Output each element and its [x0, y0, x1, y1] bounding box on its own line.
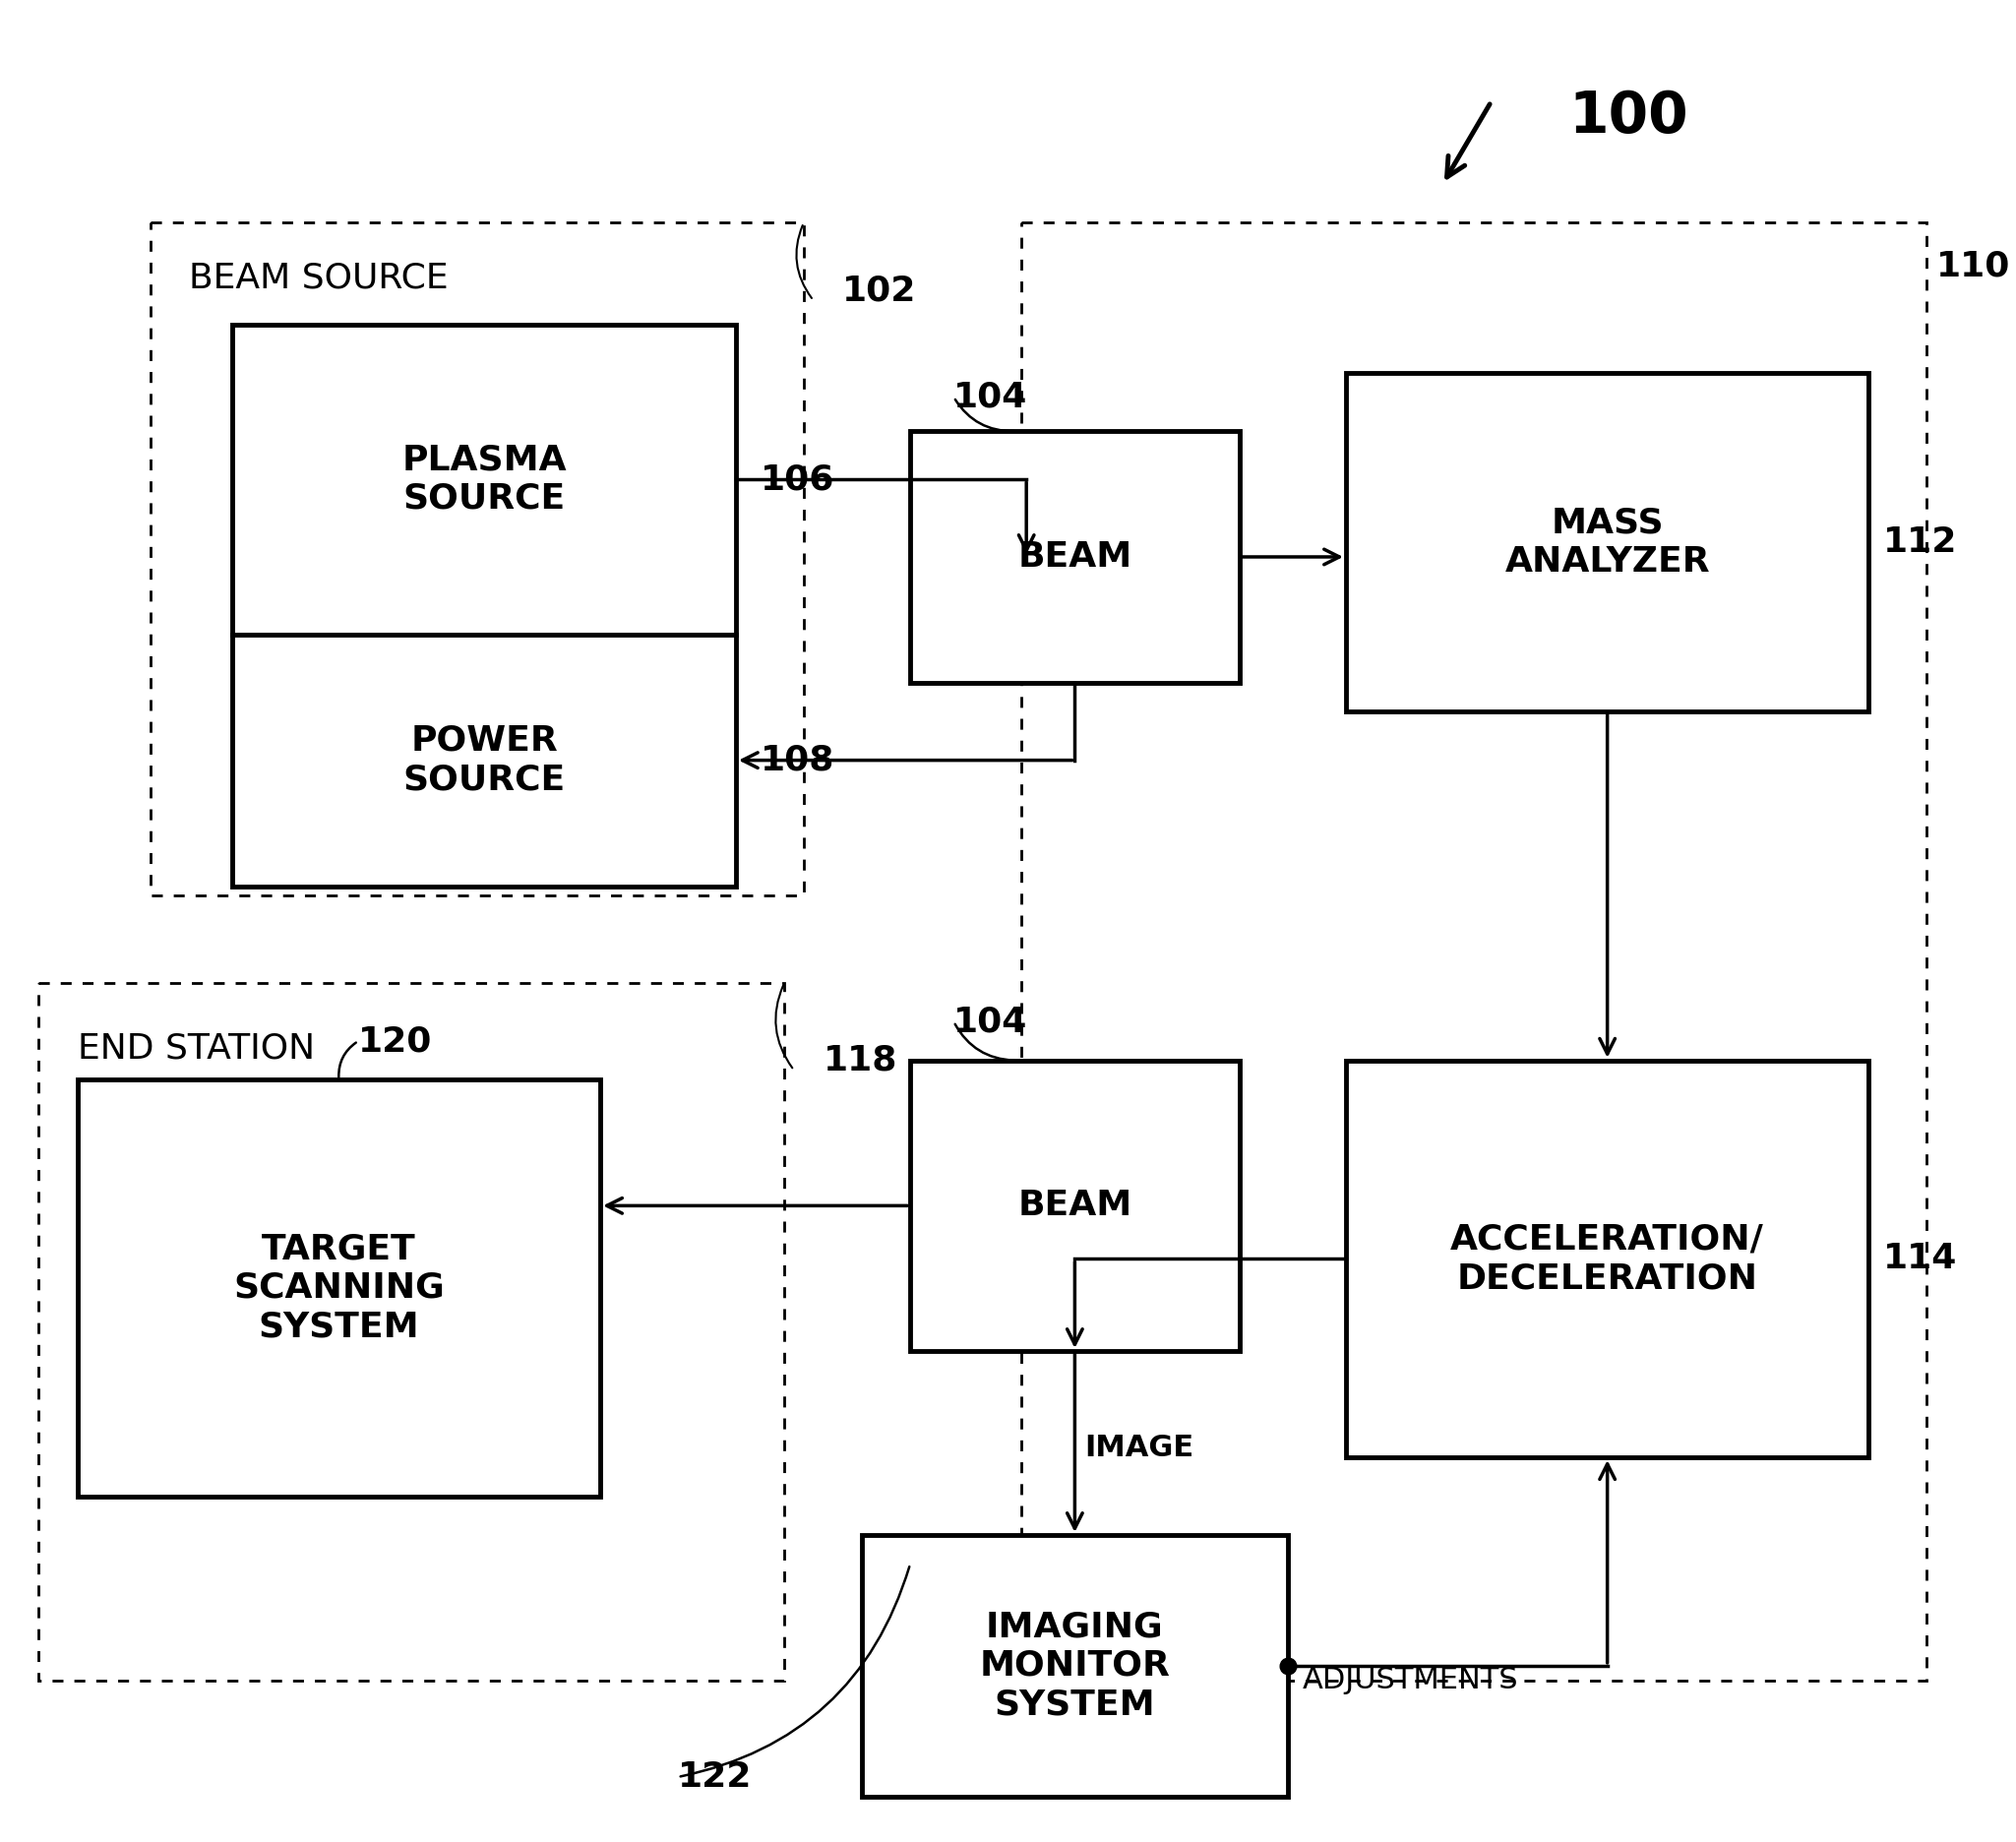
Text: 100: 100: [1568, 88, 1687, 144]
Text: IMAGE: IMAGE: [1085, 1433, 1193, 1463]
Text: MASS
ANALYZER: MASS ANALYZER: [1504, 507, 1710, 578]
Text: POWER
SOURCE: POWER SOURCE: [403, 724, 564, 796]
Text: TARGET
SCANNING
SYSTEM: TARGET SCANNING SYSTEM: [234, 1232, 446, 1343]
Text: 104: 104: [954, 1006, 1028, 1039]
Bar: [149, 223, 804, 895]
Text: ADJUSTMENTS: ADJUSTMENTS: [1302, 1665, 1518, 1695]
Text: PLASMA
SOURCE: PLASMA SOURCE: [401, 444, 566, 516]
Bar: [77, 1079, 601, 1496]
Text: IMAGING
MONITOR
SYSTEM: IMAGING MONITOR SYSTEM: [980, 1610, 1169, 1720]
Bar: [232, 634, 736, 886]
Bar: [232, 324, 736, 634]
Text: END STATION: END STATION: [77, 1032, 314, 1065]
Bar: [1022, 223, 1927, 1680]
Text: 108: 108: [760, 744, 835, 777]
Text: 120: 120: [359, 1024, 431, 1057]
Text: BEAM: BEAM: [1018, 1188, 1131, 1223]
Text: 110: 110: [1937, 251, 2010, 284]
Bar: [909, 1061, 1240, 1350]
Text: 102: 102: [843, 274, 917, 308]
Text: BEAM SOURCE: BEAM SOURCE: [190, 262, 448, 295]
Text: ACCELERATION/
DECELERATION: ACCELERATION/ DECELERATION: [1450, 1223, 1764, 1295]
Text: 118: 118: [823, 1044, 897, 1078]
Bar: [38, 984, 784, 1680]
Text: 122: 122: [677, 1761, 752, 1794]
Bar: [861, 1534, 1288, 1796]
Text: 112: 112: [1883, 525, 1958, 560]
Bar: [1347, 372, 1869, 711]
Text: 106: 106: [760, 462, 835, 495]
Text: BEAM: BEAM: [1018, 540, 1131, 573]
Text: 114: 114: [1883, 1242, 1958, 1277]
Text: 104: 104: [954, 381, 1028, 414]
Bar: [909, 431, 1240, 683]
Bar: [1347, 1061, 1869, 1457]
